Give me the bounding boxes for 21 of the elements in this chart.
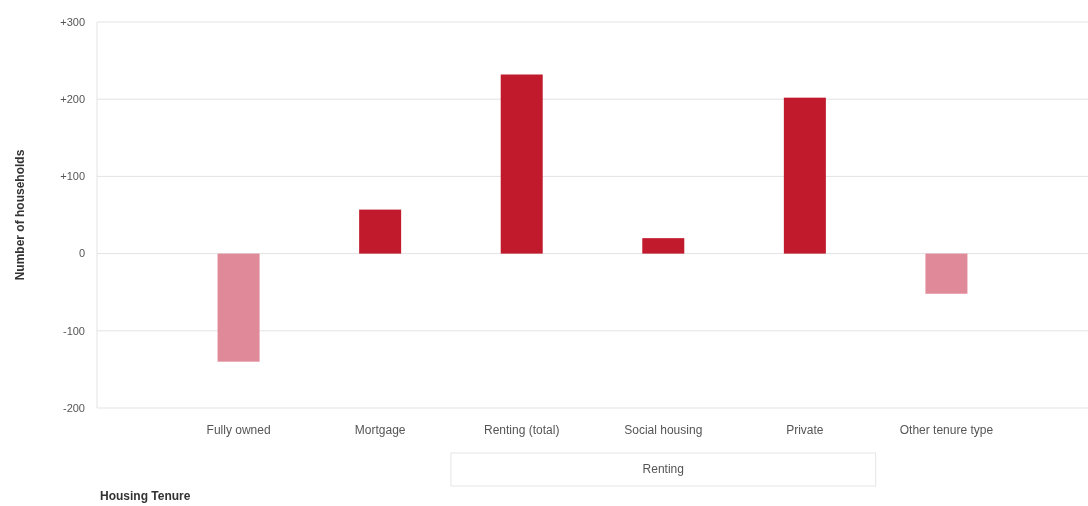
bar <box>925 253 968 294</box>
x-tick-label: Renting (total) <box>484 423 560 437</box>
text: Renting <box>642 462 684 476</box>
bar <box>783 97 826 254</box>
y-tick-label: +300 <box>60 15 85 28</box>
y-tick-label: 0 <box>78 247 85 260</box>
bar <box>217 253 260 362</box>
y-tick-label: +100 <box>60 170 85 183</box>
x-tick-label: Mortgage <box>354 423 406 437</box>
y-tick-label: -100 <box>62 324 85 337</box>
x-tick-label: Other tenure type <box>899 423 994 437</box>
bar <box>359 209 402 254</box>
bar <box>500 74 543 254</box>
x-tick-label: Private <box>786 423 824 437</box>
bar <box>642 238 685 254</box>
y-axis-title: Number of households <box>13 149 27 281</box>
x-tick-label: Social housing <box>624 423 703 437</box>
x-tick-label: Fully owned <box>206 423 271 437</box>
y-tick-label: +200 <box>60 93 85 106</box>
y-tick-label: -200 <box>62 401 85 414</box>
x-axis-title: Housing Tenure <box>100 489 191 503</box>
